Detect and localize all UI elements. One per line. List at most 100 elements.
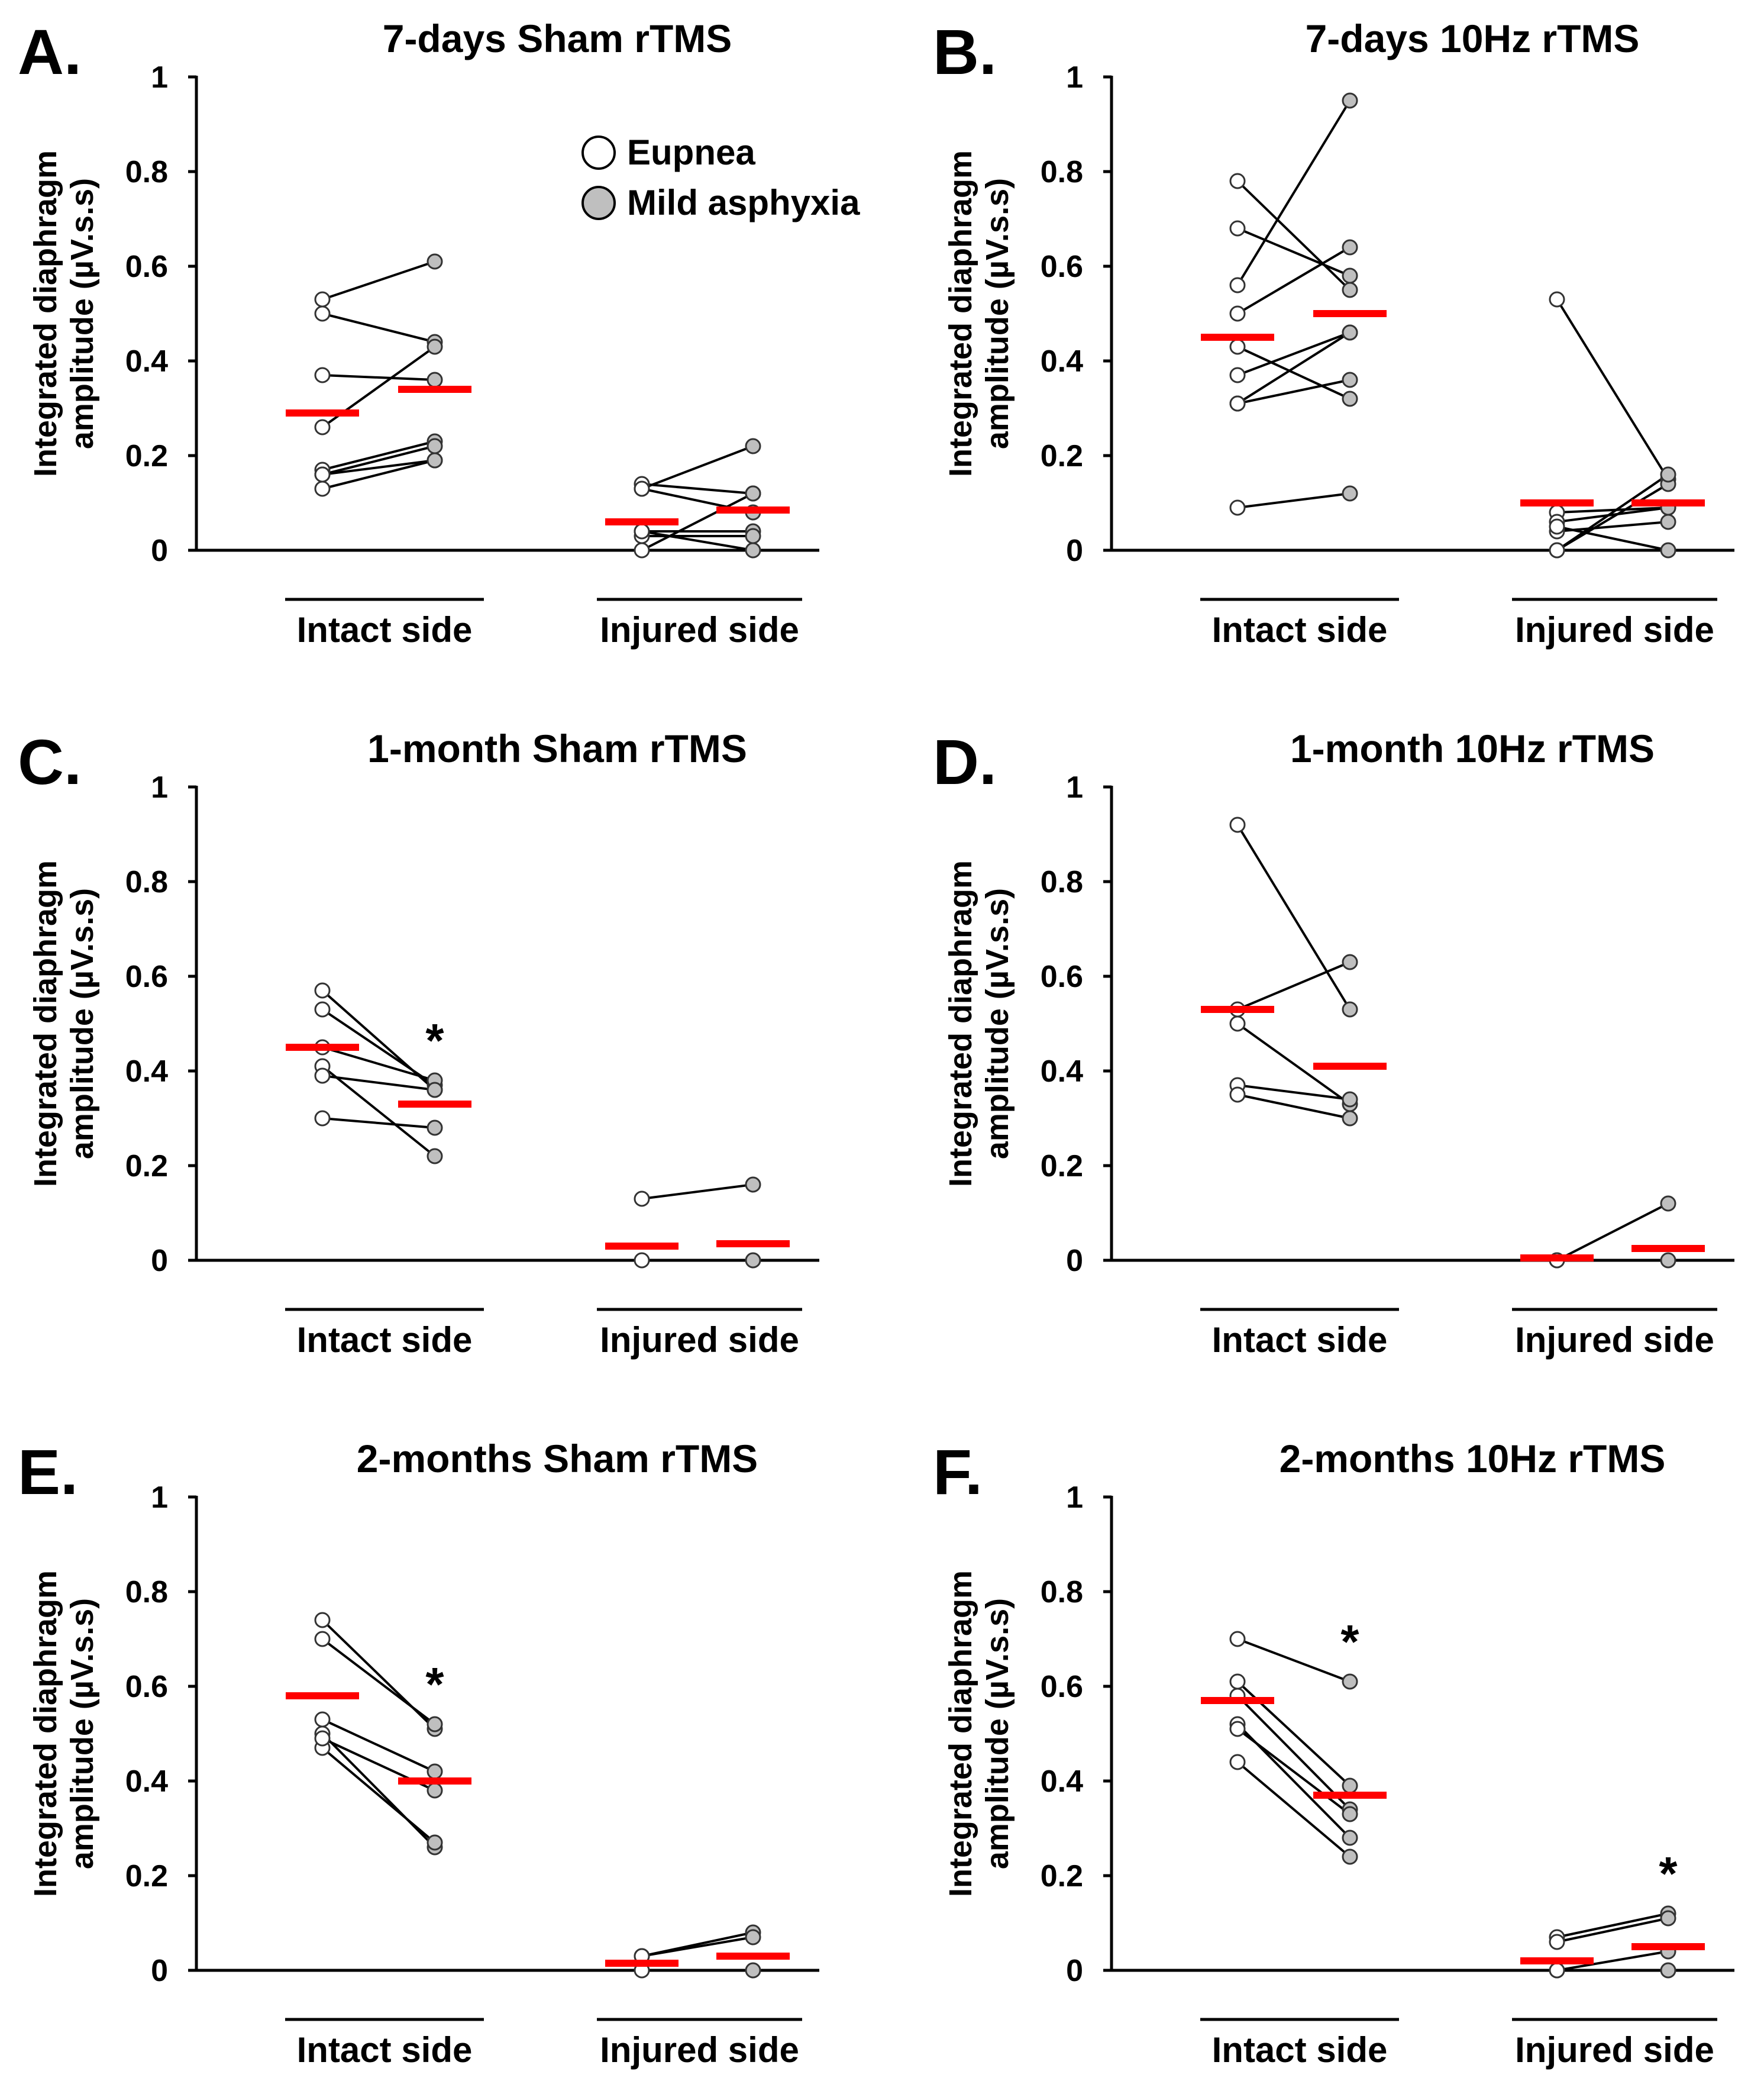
group-label: Injured side [600,610,799,650]
asphyxia-point [427,372,443,388]
eupnea-point [314,480,331,497]
asphyxia-point [1660,542,1676,559]
panel-a: A. 7-days Sham rTMS 0 0.2 0.4 0.6 0.8 1 Integrat… [18,16,860,650]
eupnea-point [1229,305,1246,322]
asphyxia-point [427,1834,443,1851]
pair-line [1236,1761,1351,1858]
group-label: Injured side [600,2030,799,2070]
pair-line [1236,1022,1351,1105]
asphyxia-point [1342,1001,1358,1018]
pair-line [1236,1728,1351,1815]
asphyxia-point [427,1082,443,1098]
eupnea-point [1229,499,1246,516]
eupnea-point [314,291,331,308]
eupnea-point [1549,1962,1565,1979]
y-tick-label: 0 [151,534,168,568]
eupnea-point [1229,1673,1246,1690]
panel-title: 1-month Sham rTMS [367,727,747,770]
y-axis-label: Integrated diaphragmamplitude (µV.s.s) [28,150,100,477]
pair-line [322,260,435,301]
pair-line [1556,1912,1669,1938]
asphyxia-point [1342,324,1358,341]
mean-bar [1631,499,1705,506]
eupnea-point [634,480,650,497]
y-tick-label: 0.6 [1041,1670,1083,1704]
eupnea-point [634,1190,650,1207]
asphyxia-point [745,1176,761,1193]
pair-line [1556,1917,1669,1943]
eupnea-point [314,1110,331,1127]
group-label: Intact side [297,2030,473,2070]
eupnea-point [1229,1015,1246,1032]
eupnea-point [314,1067,331,1084]
pair-line [1556,506,1669,523]
y-tick-label: 0.4 [1041,1764,1083,1799]
y-tick-label: 0.2 [1041,1149,1083,1183]
asphyxia-point [427,452,443,469]
panel-c: C. 1-month Sham rTMS 0 0.2 0.4 0.6 0.8 1 Integra… [18,726,819,1360]
pair-line [1237,1638,1351,1683]
eupnea-point [314,1631,331,1647]
panel-letter: E. [18,1436,78,1508]
significance-marker: * [1659,1847,1678,1900]
panel-title: 7-days Sham rTMS [383,17,732,60]
pair-line [322,445,435,476]
pair-line [1236,824,1351,1011]
y-axis-label-line2: amplitude (µV.s.s) [64,1598,100,1869]
eupnea-point [1549,1934,1565,1950]
pair-line [641,445,754,490]
pair-line [1236,1695,1351,1811]
pair-line [322,459,435,490]
eupnea-point [314,367,331,383]
mean-bar [716,1240,790,1247]
eupnea-point [314,419,331,435]
panel-d: D. 1-month 10Hz rTMS 0 0.2 0.4 0.6 0.8 1 Integra… [933,726,1734,1360]
pair-line [322,1718,435,1773]
asphyxia-point [1660,466,1676,483]
y-axis-label-line2: amplitude (µV.s.s) [980,1598,1015,1869]
eupnea-point [1229,1086,1246,1103]
pair-line [1556,473,1669,551]
y-tick-label: 0.6 [125,960,168,994]
pair-line [1237,331,1351,376]
y-tick-label: 0.4 [1041,344,1083,379]
asphyxia-point [745,1929,761,1945]
pair-line [1556,298,1669,480]
legend-label: Eupnea [627,133,755,172]
y-tick-label: 0.6 [1041,250,1083,284]
y-axis-label: Integrated diaphragmamplitude (µV.s.s) [943,150,1015,477]
asphyxia-point [1342,1091,1358,1108]
y-axis-label-line1: Integrated diaphragm [943,1570,978,1897]
significance-marker: * [425,1014,444,1067]
significance-marker: * [425,1658,444,1711]
pair-line [1237,961,1351,1011]
eupnea-point [314,982,331,999]
mean-bar [605,1960,679,1967]
asphyxia-point [1342,1777,1358,1794]
pair-line [1556,506,1669,514]
eupnea-point [1229,1631,1246,1647]
eupnea-point [1229,1754,1246,1770]
y-tick-label: 0.2 [125,1149,168,1183]
asphyxia-point [1342,954,1358,970]
eupnea-point [1549,542,1565,559]
mean-bar [1313,1063,1387,1070]
group-label: Intact side [1212,2030,1388,2070]
y-axis-label: Integrated diaphragmamplitude (µV.s.s) [943,860,1015,1187]
pair-line [1236,99,1351,286]
eupnea-point [1229,817,1246,833]
asphyxia-point [1342,1110,1358,1127]
group-label: Intact side [1212,610,1388,650]
y-axis-label: Integrated diaphragmamplitude (µV.s.s) [28,1570,100,1897]
asphyxia-point [1342,282,1358,298]
panel-title: 2-months 10Hz rTMS [1280,1437,1666,1480]
mean-bar [398,1777,471,1785]
asphyxia-point [427,1119,443,1136]
mean-bar [1313,1792,1387,1799]
mean-bar [605,1243,679,1250]
pair-line [322,1117,435,1129]
pair-line [321,1008,436,1086]
asphyxia-point [427,1763,443,1780]
mean-bar [605,518,679,525]
